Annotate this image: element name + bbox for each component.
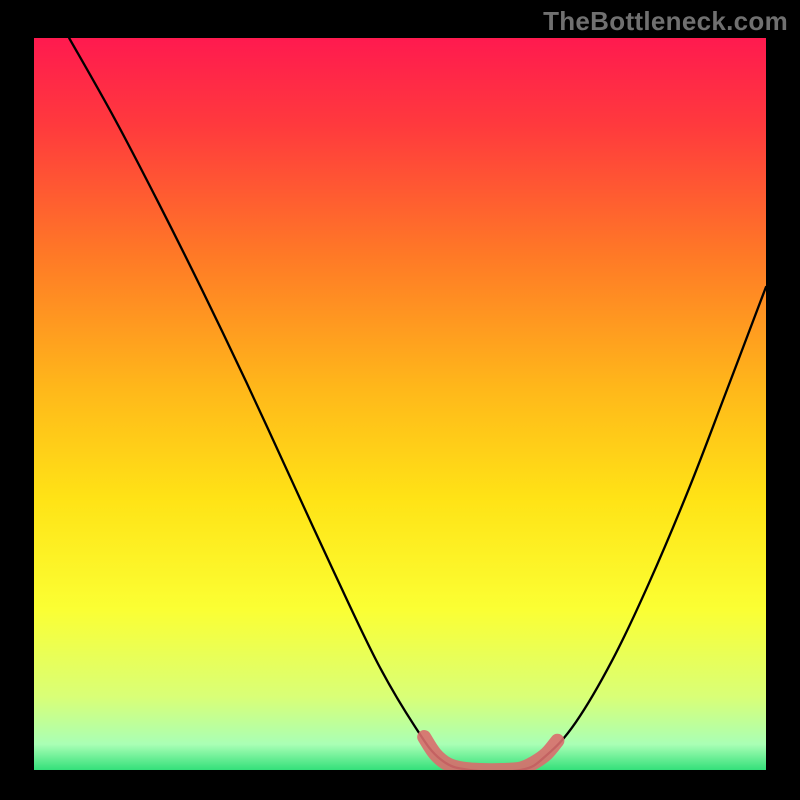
plot-area xyxy=(34,38,766,770)
watermark-text: TheBottleneck.com xyxy=(543,6,788,37)
bottleneck-curve xyxy=(69,38,766,770)
pink-band-path xyxy=(424,737,557,770)
curve-svg xyxy=(34,38,766,770)
chart-root: TheBottleneck.com xyxy=(0,0,800,800)
